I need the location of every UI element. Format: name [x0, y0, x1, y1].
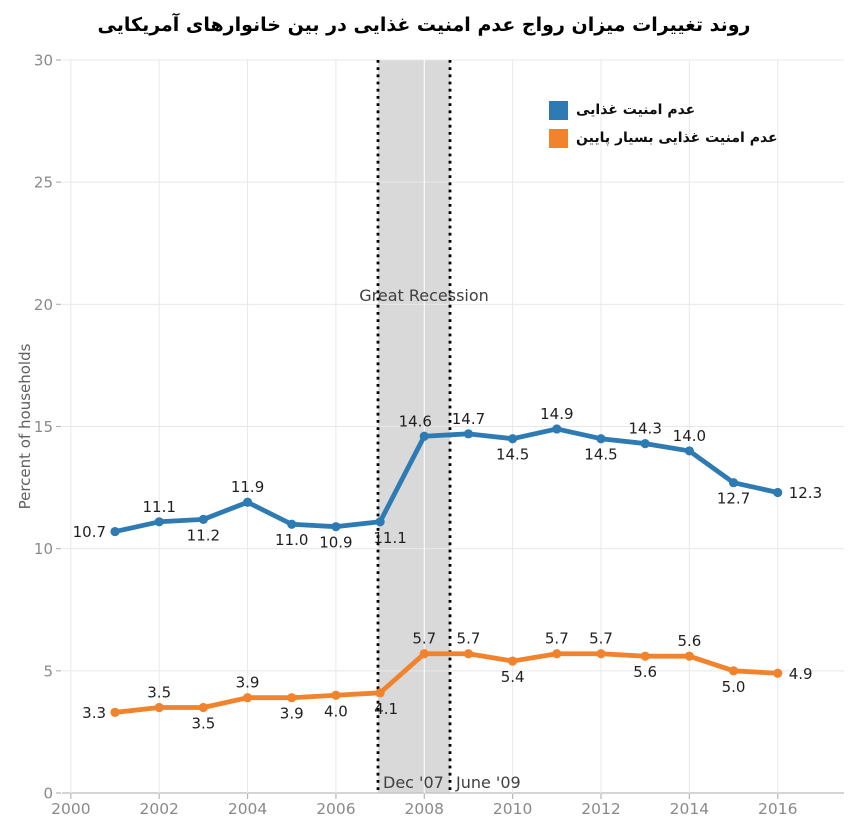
y-tick-label: 0	[43, 785, 53, 803]
y-tick-label: 20	[34, 296, 53, 314]
legend-label: عدم امنیت غذایی بسیار پایین	[576, 130, 778, 146]
data-label: 14.5	[496, 446, 529, 464]
x-tick-label: 2004	[228, 800, 267, 818]
data-label: 11.1	[142, 498, 175, 516]
data-label: 4.1	[374, 700, 398, 718]
x-tick-label: 2002	[139, 800, 178, 818]
data-label: 11.9	[231, 478, 264, 496]
x-tick-label: 2006	[316, 800, 355, 818]
data-label: 14.7	[452, 410, 485, 428]
data-label: 10.7	[73, 523, 106, 541]
data-label: 3.9	[236, 674, 260, 692]
data-point	[331, 690, 341, 700]
data-point	[596, 434, 606, 444]
legend-item-very-low-food-security: عدم امنیت غذایی بسیار پایین	[549, 128, 778, 148]
data-label: 12.7	[717, 490, 750, 508]
x-tick-label: 2014	[670, 800, 709, 818]
annotation-great-recession: Great Recession	[359, 286, 489, 305]
data-point	[596, 649, 606, 659]
data-label: 14.3	[628, 420, 661, 438]
data-point	[728, 478, 739, 488]
legend-swatch-blue	[549, 100, 568, 120]
data-label: 5.7	[457, 630, 481, 648]
data-label: 14.0	[673, 427, 706, 445]
data-label: 11.2	[187, 526, 220, 544]
legend: عدم امنیت غذایی عدم امنیت غذایی بسیار پا…	[549, 100, 778, 156]
data-label: 5.7	[412, 630, 436, 648]
data-point	[331, 522, 341, 532]
data-label: 11.1	[373, 529, 406, 547]
data-label: 3.9	[280, 705, 304, 723]
data-point	[154, 702, 164, 713]
data-point	[463, 429, 474, 439]
data-point	[773, 668, 783, 678]
data-label: 4.9	[789, 665, 813, 683]
x-tick-label: 2010	[493, 800, 532, 818]
data-label: 5.6	[633, 663, 657, 681]
y-axis-title: Percent of households	[16, 343, 34, 509]
y-tick-label: 5	[43, 662, 53, 680]
legend-label: عدم امنیت غذایی	[576, 102, 696, 118]
data-point	[110, 707, 120, 717]
data-label: 5.0	[722, 678, 746, 696]
data-point	[242, 497, 253, 507]
data-point	[773, 487, 783, 498]
data-point	[684, 651, 694, 661]
data-point	[684, 446, 694, 456]
y-tick-label: 30	[34, 52, 53, 70]
data-label: 11.0	[275, 531, 308, 549]
x-tick-label: 2012	[581, 800, 620, 818]
data-label: 12.3	[789, 484, 822, 502]
y-tick-label: 10	[34, 540, 53, 558]
data-label: 5.6	[677, 632, 701, 650]
data-point	[110, 526, 120, 537]
data-point	[198, 702, 208, 713]
y-tick-label: 15	[34, 418, 53, 436]
legend-swatch-orange	[549, 128, 568, 148]
series-line-1	[112, 651, 781, 715]
chart-title: روند تغییرات میزان رواج عدم امنیت غذایی …	[97, 14, 751, 36]
data-label: 3.5	[191, 714, 215, 732]
x-tick-label: 2000	[51, 800, 90, 818]
data-point	[287, 519, 297, 529]
annotation-june-09: June '09	[455, 773, 521, 792]
y-tick-label: 25	[34, 174, 53, 192]
data-point	[728, 666, 739, 676]
data-point	[242, 693, 253, 703]
data-point	[287, 693, 297, 703]
data-label: 3.5	[147, 683, 171, 701]
data-label: 5.7	[545, 630, 569, 648]
data-point	[419, 431, 429, 441]
x-tick-label: 2008	[405, 800, 444, 818]
data-point	[375, 517, 385, 527]
annotation-dec-07: Dec '07	[383, 773, 444, 792]
data-point	[508, 656, 518, 666]
data-label: 5.4	[501, 668, 525, 686]
data-point	[419, 649, 429, 659]
data-label: 4.0	[324, 702, 348, 720]
data-label: 14.6	[399, 412, 432, 430]
data-point	[198, 514, 208, 524]
data-label: 10.9	[319, 534, 352, 552]
data-label: 5.7	[589, 630, 613, 648]
legend-item-food-insecurity: عدم امنیت غذایی	[549, 100, 778, 120]
series-line-0	[112, 426, 781, 534]
data-label: 3.3	[82, 704, 106, 722]
data-point	[508, 434, 518, 444]
data-label: 14.5	[584, 446, 617, 464]
data-point	[640, 651, 650, 661]
data-point	[375, 688, 385, 698]
data-point	[154, 517, 164, 527]
x-tick-label: 2016	[758, 800, 797, 818]
data-point	[463, 649, 474, 659]
data-point	[552, 424, 562, 434]
data-label: 14.9	[540, 405, 573, 423]
data-point	[640, 439, 650, 449]
data-point	[552, 649, 562, 659]
